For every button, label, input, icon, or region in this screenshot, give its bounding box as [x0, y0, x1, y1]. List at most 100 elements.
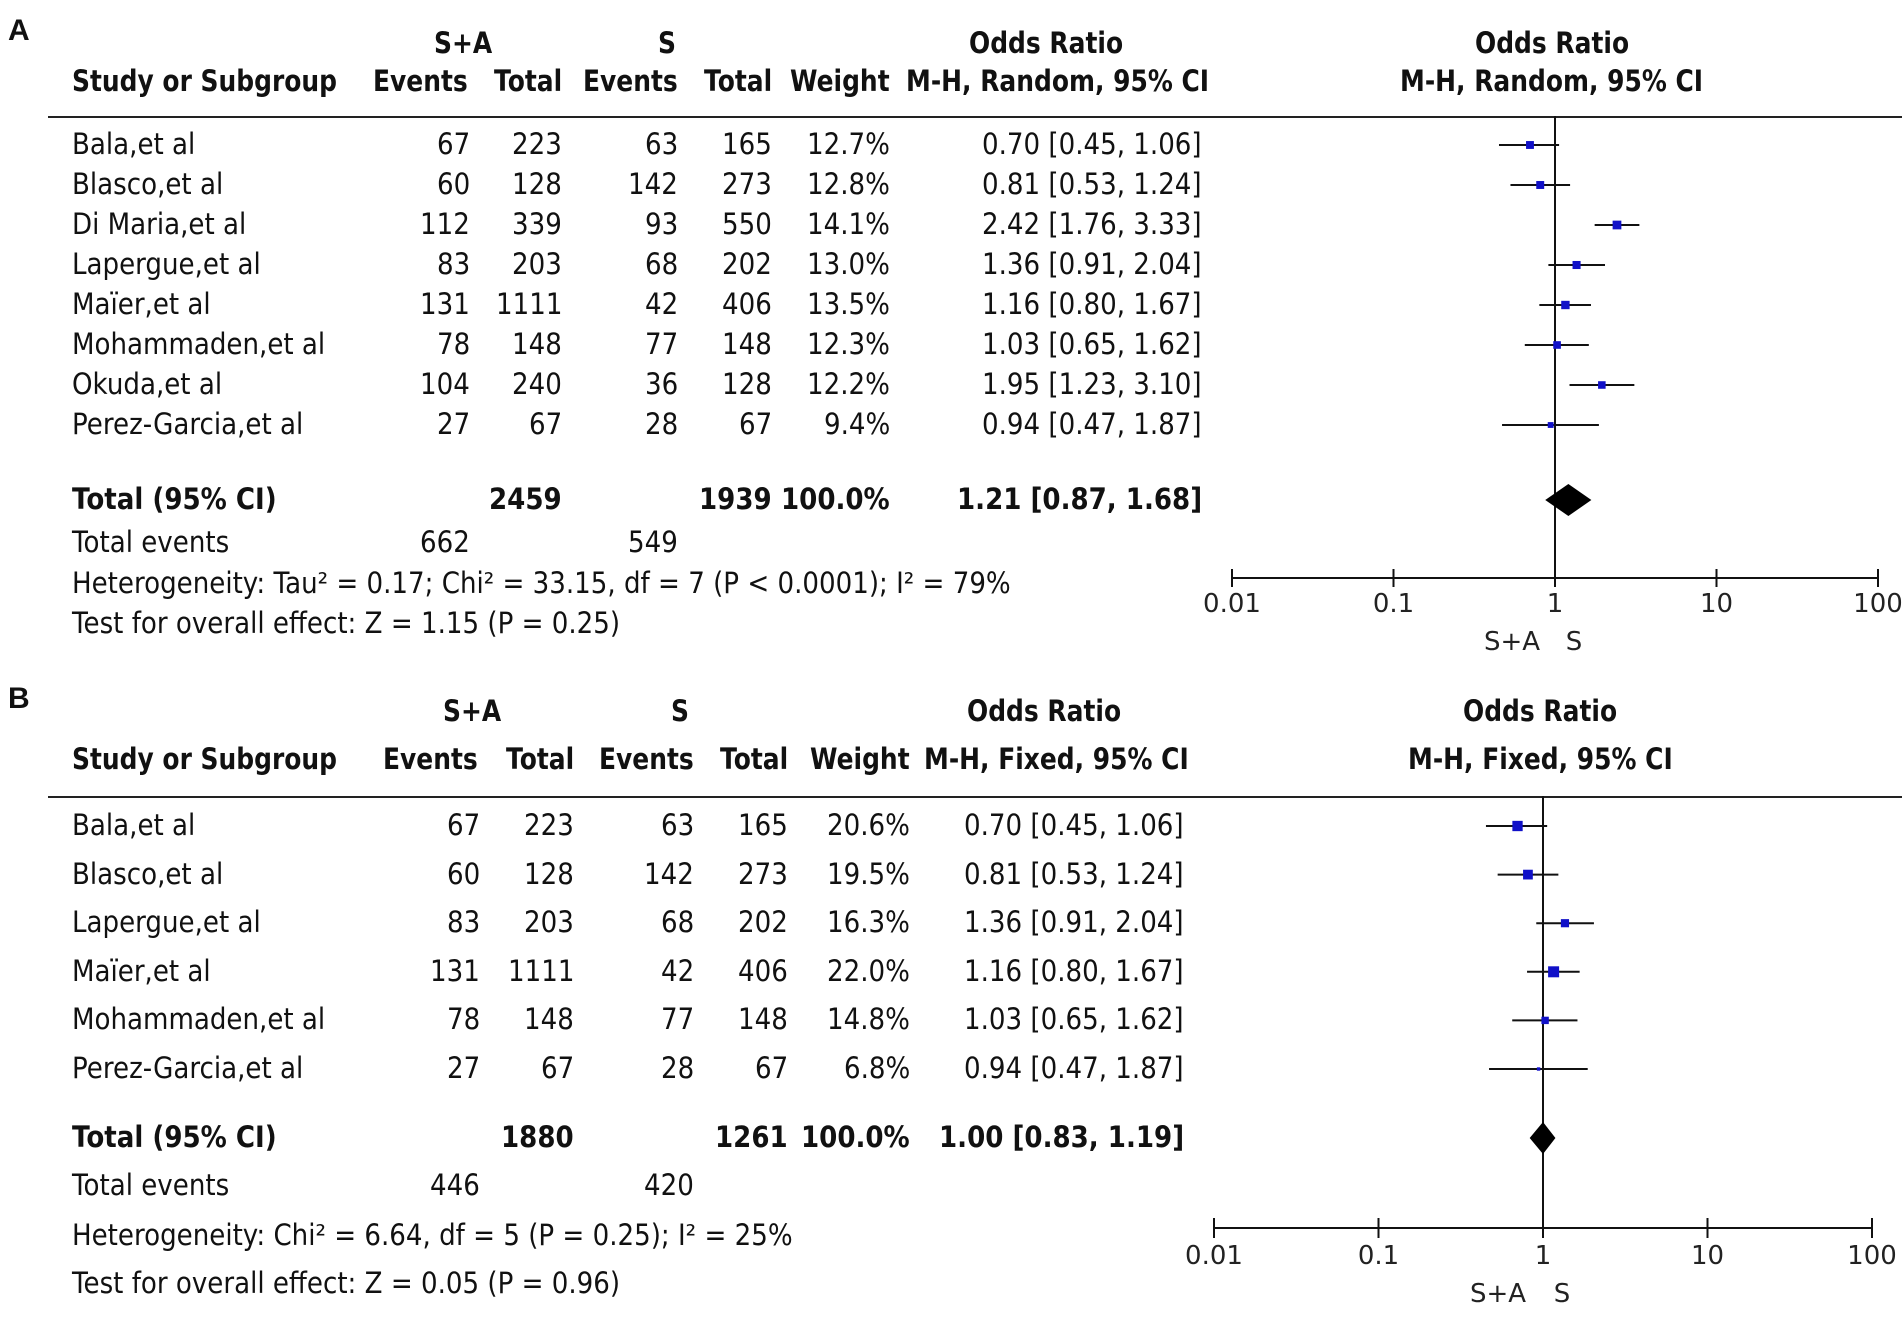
or-column-method: M-H, Random, 95% CI — [906, 64, 1210, 98]
group2-events: 68 — [660, 905, 694, 940]
group2-events: 68 — [644, 247, 678, 281]
plot-method: M-H, Random, 95% CI — [1400, 64, 1704, 98]
group2-events: 142 — [644, 856, 694, 891]
study-odds-ratio: 1.03 [0.65, 1.62] — [964, 1002, 1184, 1037]
pooled-estimate-diamond — [1545, 484, 1592, 516]
study-weight: 6.8% — [843, 1051, 910, 1085]
group1-total: 203 — [512, 247, 562, 281]
header-rule — [48, 796, 1902, 798]
study-name: Lapergue,et al — [72, 905, 261, 940]
group2-events: 77 — [660, 1002, 694, 1037]
study-name: Lapergue,et al — [72, 247, 261, 281]
study-estimate-square — [1612, 220, 1622, 230]
group1-events: 112 — [420, 207, 470, 241]
group1-total: 1111 — [507, 953, 574, 988]
header-rule — [48, 116, 1902, 118]
study-weight: 13.0% — [807, 247, 890, 281]
group2-events-header: Events — [599, 742, 694, 776]
total-group2: 1939 — [699, 482, 772, 516]
group1-events: 131 — [430, 953, 480, 988]
or-column-title: Odds Ratio — [968, 26, 1124, 60]
x-axis-tick-label: 100 — [1853, 589, 1902, 619]
favours-group2-label: S — [1554, 1279, 1571, 1309]
study-weight: 14.8% — [827, 1002, 910, 1037]
weight-header: Weight — [790, 64, 890, 98]
x-axis-tick-label: 1 — [1535, 1241, 1552, 1271]
group1-total: 223 — [512, 127, 562, 161]
group2-total: 165 — [738, 808, 788, 842]
group1-total: 223 — [524, 808, 574, 842]
group2-events: 63 — [644, 127, 678, 161]
x-axis-tick-label: 0.01 — [1203, 589, 1261, 619]
group2-total: 550 — [722, 207, 772, 241]
study-estimate-square — [1536, 1067, 1541, 1071]
study-odds-ratio: 1.36 [0.91, 2.04] — [964, 905, 1184, 940]
study-odds-ratio: 0.94 [0.47, 1.87] — [964, 1051, 1184, 1085]
group1-events: 67 — [436, 127, 470, 161]
study-estimate-square — [1512, 820, 1523, 832]
total-odds-ratio: 1.00 [0.83, 1.19] — [938, 1120, 1184, 1154]
study-weight: 20.6% — [827, 808, 910, 842]
study-estimate-square — [1560, 919, 1570, 928]
study-name: Maïer,et al — [72, 287, 211, 321]
group1-total: 240 — [512, 367, 562, 401]
study-estimate-square — [1572, 260, 1581, 270]
x-axis-tick-label: 0.1 — [1358, 1241, 1399, 1271]
study-weight: 12.3% — [807, 327, 890, 361]
study-name: Bala,et al — [72, 808, 196, 842]
group1-total: 128 — [512, 167, 562, 201]
group1-events: 27 — [436, 407, 470, 441]
study-name: Mohammaden,et al — [72, 1002, 326, 1037]
total-odds-ratio: 1.21 [0.87, 1.68] — [956, 482, 1202, 516]
group2-events: 93 — [644, 207, 678, 241]
study-column-header: Study or Subgroup — [72, 742, 338, 776]
group1-events: 83 — [446, 905, 480, 940]
or-column-method: M-H, Fixed, 95% CI — [923, 742, 1189, 776]
x-axis-tick-label: 0.1 — [1373, 589, 1414, 619]
study-odds-ratio: 1.16 [0.80, 1.67] — [964, 953, 1184, 988]
total-weight: 100.0% — [801, 1120, 910, 1154]
group1-total: 339 — [512, 207, 562, 241]
x-axis-tick-label: 100 — [1847, 1241, 1897, 1271]
study-odds-ratio: 2.42 [1.76, 3.33] — [982, 207, 1202, 241]
group1-events-header: Events — [383, 742, 478, 776]
group1-total: 148 — [524, 1002, 574, 1037]
group1-header: S+A — [442, 694, 502, 728]
study-weight: 19.5% — [827, 856, 910, 891]
total-group1: 1880 — [501, 1120, 574, 1154]
study-estimate-square — [1548, 966, 1560, 978]
total-events-label: Total events — [72, 525, 230, 559]
x-axis-tick-label: 10 — [1700, 589, 1733, 619]
study-weight: 12.8% — [807, 167, 890, 201]
favours-group1-label: S+A — [1470, 1279, 1526, 1309]
total-group2: 1261 — [715, 1120, 788, 1154]
group1-total: 128 — [524, 856, 574, 891]
group1-header: S+A — [433, 26, 493, 60]
group2-header: S — [671, 694, 689, 728]
study-name: Di Maria,et al — [72, 207, 247, 241]
group2-events-header: Events — [583, 64, 678, 98]
group1-events: 78 — [436, 327, 470, 361]
total-events-group1: 662 — [420, 525, 470, 559]
group2-events: 42 — [660, 953, 694, 988]
plot-title: Odds Ratio — [1462, 694, 1618, 728]
study-odds-ratio: 0.94 [0.47, 1.87] — [982, 407, 1202, 441]
or-column-title: Odds Ratio — [966, 694, 1122, 728]
total-label: Total (95% CI) — [72, 482, 277, 516]
study-name: Perez-Garcia,et al — [72, 1051, 304, 1085]
study-name: Blasco,et al — [72, 856, 224, 891]
group1-events: 67 — [446, 808, 480, 842]
heterogeneity-text: Heterogeneity: Chi² = 6.64, df = 5 (P = … — [72, 1218, 793, 1252]
group2-total: 202 — [722, 247, 772, 281]
x-axis-tick-label: 10 — [1691, 1241, 1724, 1271]
group2-events: 77 — [644, 327, 678, 361]
group1-events: 78 — [446, 1002, 480, 1037]
group2-total: 273 — [738, 856, 788, 891]
study-name: Mohammaden,et al — [72, 327, 326, 361]
group2-total-header: Total — [703, 64, 772, 98]
group2-total: 165 — [722, 127, 772, 161]
study-odds-ratio: 1.03 [0.65, 1.62] — [982, 327, 1202, 361]
panel-label: A — [8, 14, 30, 47]
group1-total: 203 — [524, 905, 574, 940]
study-weight: 12.2% — [807, 367, 890, 401]
